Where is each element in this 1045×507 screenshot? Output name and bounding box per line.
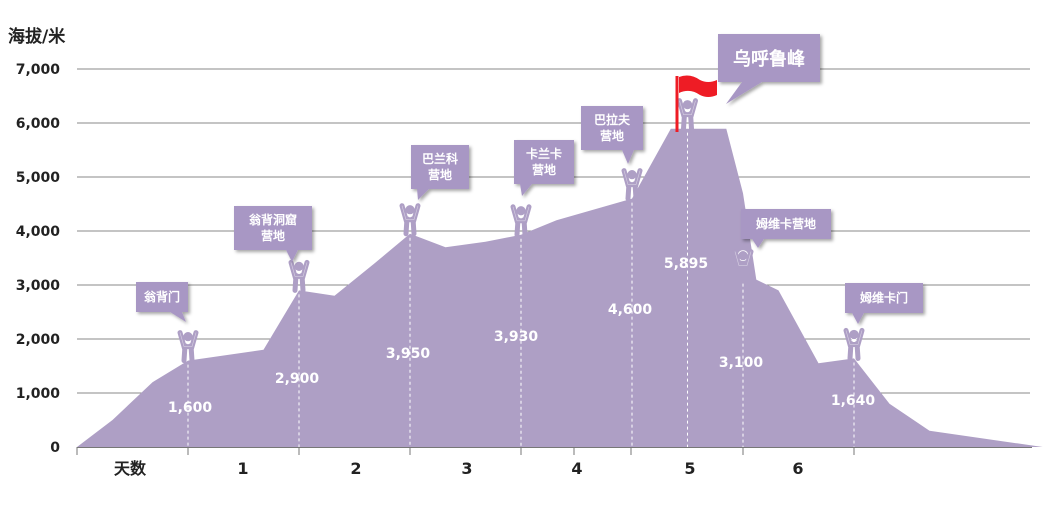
summit-callout-text: 乌呼鲁峰 bbox=[733, 48, 806, 70]
altitude-label: 1,640 bbox=[831, 393, 876, 409]
y-tick-label: 7,000 bbox=[16, 62, 61, 78]
summit-callout-box bbox=[718, 34, 820, 104]
climber-figures bbox=[177, 98, 865, 364]
callout-box bbox=[845, 283, 923, 324]
camp-callout bbox=[581, 106, 643, 164]
climber-legs bbox=[625, 181, 639, 202]
callout-box bbox=[514, 140, 574, 196]
callout-text: 翁背门 bbox=[144, 289, 180, 304]
camp-callout bbox=[136, 282, 188, 322]
camp-callout bbox=[411, 145, 469, 200]
climber-legs bbox=[847, 340, 861, 361]
waypoint-dividers bbox=[187, 132, 855, 447]
altitude-label: 2,900 bbox=[275, 371, 320, 387]
summit-callout bbox=[718, 34, 820, 104]
y-tick-label: 2,000 bbox=[16, 332, 61, 348]
climber-outline bbox=[401, 205, 419, 220]
callout-box bbox=[741, 209, 831, 248]
callout-text: 营地 bbox=[600, 128, 624, 143]
altitude-labels: 1,600 2,900 3,950 3,930 4,600 5,895 3,100 1,640 bbox=[168, 256, 876, 416]
callout-box bbox=[581, 106, 643, 164]
climber-outline bbox=[845, 330, 863, 345]
climber-icon bbox=[843, 327, 865, 361]
climber-outline bbox=[734, 251, 752, 266]
camp-callout bbox=[234, 206, 312, 262]
flag-cloth bbox=[679, 75, 717, 97]
day-tick-label: 6 bbox=[792, 459, 803, 478]
camp-callout bbox=[514, 140, 574, 196]
climber-icon bbox=[732, 249, 754, 283]
climber-outline bbox=[512, 206, 530, 222]
callout-box bbox=[234, 206, 312, 262]
climber-outline bbox=[179, 332, 197, 347]
callout-text: 巴拉夫 bbox=[594, 112, 631, 127]
y-tick-label: 3,000 bbox=[16, 278, 61, 294]
day-tick-label: 5 bbox=[684, 459, 695, 478]
day-tick-label: 3 bbox=[461, 459, 472, 478]
climber-legs bbox=[514, 217, 528, 238]
climber-legs bbox=[681, 111, 694, 132]
callout-text: 姆维卡营地 bbox=[756, 216, 816, 231]
climber-icon bbox=[621, 168, 643, 202]
climber-legs bbox=[736, 262, 750, 283]
y-tick-label: 0 bbox=[50, 440, 60, 456]
callout-text: 营地 bbox=[532, 162, 556, 177]
day-tick-label: 1 bbox=[237, 459, 248, 478]
altitude-label: 3,930 bbox=[494, 329, 539, 345]
y-tick-label: 5,000 bbox=[16, 170, 61, 186]
callout-text: 巴兰科 bbox=[422, 151, 458, 166]
day-tick-label: 2 bbox=[350, 459, 361, 478]
climber-icon bbox=[399, 203, 421, 237]
climber-icon bbox=[510, 204, 532, 238]
climber-outline bbox=[290, 262, 308, 277]
callout-text: 卡兰卡 bbox=[526, 146, 562, 161]
climber-icon bbox=[677, 98, 698, 132]
climber-legs bbox=[181, 343, 195, 364]
callout-text: 翁背洞窟 bbox=[249, 212, 297, 227]
altitude-label: 4,600 bbox=[608, 302, 653, 318]
y-tick-label: 4,000 bbox=[16, 224, 61, 240]
altitude-label: 1,600 bbox=[168, 400, 213, 416]
callout-text: 营地 bbox=[261, 228, 285, 243]
climber-icon bbox=[177, 330, 199, 364]
callout-box bbox=[411, 145, 469, 200]
climber-icon bbox=[288, 259, 310, 293]
callout-text: 姆维卡门 bbox=[860, 290, 908, 305]
day-tick-label: 4 bbox=[571, 459, 582, 478]
y-tick-label: 1,000 bbox=[16, 386, 61, 402]
camp-callout bbox=[741, 209, 831, 248]
elevation-area bbox=[77, 128, 1043, 447]
callout-box bbox=[136, 282, 188, 322]
climber-legs bbox=[403, 216, 417, 237]
altitude-label: 5,895 bbox=[664, 256, 708, 272]
x-axis bbox=[76, 447, 1032, 455]
y-axis-title: 海拔/米 bbox=[8, 26, 66, 47]
summit-flag-icon bbox=[675, 75, 717, 132]
climber-outline bbox=[623, 170, 641, 185]
altitude-label: 3,950 bbox=[386, 346, 431, 362]
x-axis-title: 天数 bbox=[114, 459, 147, 478]
y-tick-labels: 0 1,000 2,000 3,000 4,000 5,000 6,000 7,000 bbox=[16, 62, 61, 456]
climber-outline bbox=[679, 100, 696, 115]
climber-legs bbox=[292, 272, 306, 293]
callout-text: 营地 bbox=[428, 167, 452, 182]
altitude-label: 3,100 bbox=[719, 355, 764, 371]
camp-callout bbox=[845, 283, 923, 324]
day-tick-labels: 1 2 3 4 5 6 bbox=[237, 459, 803, 478]
y-tick-label: 6,000 bbox=[16, 116, 61, 132]
